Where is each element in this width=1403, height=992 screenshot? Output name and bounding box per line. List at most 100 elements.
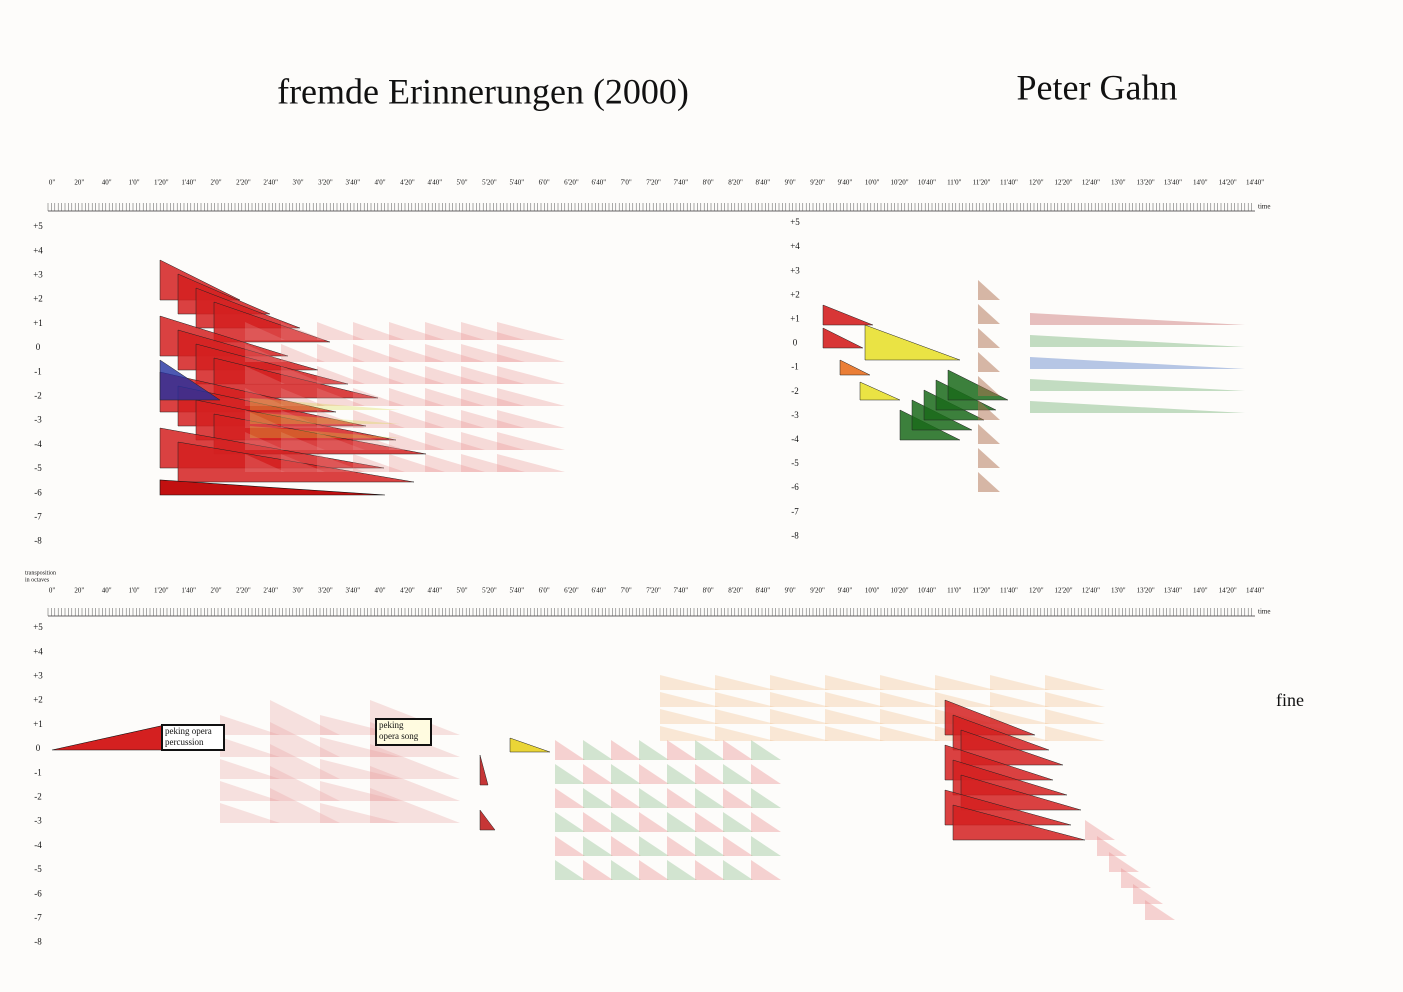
sound-envelope [770,709,830,724]
sound-envelope [555,764,585,784]
sound-envelope [250,398,400,410]
time-label: 11'0" [947,179,962,187]
sound-envelope [177,441,415,483]
sound-envelope [320,781,400,801]
sound-envelope [317,432,365,450]
time-unit: time [1258,608,1270,616]
sound-envelope [611,788,641,808]
sound-envelope [1030,335,1245,347]
octave-label: +3 [790,265,800,275]
octave-label: +2 [33,695,43,705]
time-label: 40" [102,587,112,595]
time-label: 5'0" [457,179,468,187]
sound-envelope [935,675,995,690]
sound-envelope [317,410,365,428]
time-label: 6'20" [564,587,579,595]
sound-envelope [990,709,1050,724]
sound-envelope [667,812,697,832]
sound-envelope [695,740,725,760]
octave-label: +5 [33,221,43,231]
time-label: 8'0" [703,587,714,595]
sound-envelope [270,722,340,757]
time-label: 9'40" [838,587,853,595]
sound-envelope [353,388,405,406]
octave-label: -4 [791,434,799,444]
sound-envelope [695,860,725,880]
time-label: 14'20" [1219,179,1237,187]
sound-envelope [723,764,753,784]
sound-envelope [213,301,331,343]
sound-envelope [479,754,489,786]
sound-envelope [695,812,725,832]
octave-label: -3 [34,816,42,826]
sound-envelope [723,836,753,856]
sound-envelope [245,366,285,384]
sound-envelope [1045,709,1105,724]
octave-label: +1 [790,313,800,323]
sound-envelope [461,322,525,340]
time-label: 12'20" [1055,179,1073,187]
time-label: 4'0" [375,179,386,187]
time-label: 12'0" [1029,179,1044,187]
time-label: 10'0" [865,587,880,595]
sound-envelope [245,410,285,428]
time-label: 2'20" [236,179,251,187]
time-label: 11'20" [973,179,991,187]
time-label: 13'40" [1164,179,1182,187]
sound-envelope [281,454,325,472]
sound-envelope [639,764,669,784]
sound-envelope [639,836,669,856]
sound-envelope [723,788,753,808]
time-label: 6'0" [539,179,550,187]
sound-envelope [425,432,485,450]
octave-label: -4 [34,439,42,449]
sound-envelope [822,327,864,349]
sound-envelope [978,328,1000,348]
time-label: 1'40" [181,587,196,595]
octave-label: +4 [790,241,800,251]
sound-envelope [270,766,340,801]
time-label: 4'40" [427,179,442,187]
sound-envelope [317,322,365,340]
sound-envelope [245,454,285,472]
time-label: 5'0" [457,587,468,595]
sound-envelope [990,692,1050,707]
sound-envelope [825,726,885,741]
sound-envelope [250,412,400,424]
time-label: 4'20" [400,179,415,187]
sound-envelope [695,836,725,856]
sound-envelope [281,322,325,340]
octave-label: 0 [36,342,41,352]
time-label: 8'40" [756,179,771,187]
sound-envelope [479,809,496,831]
sound-envelope [660,692,720,707]
sound-envelope [220,715,280,735]
octave-label: -7 [34,912,42,922]
sound-envelope [1030,379,1245,391]
octave-label: -1 [791,362,799,372]
octave-label: +2 [33,294,43,304]
time-label: 11'40" [1000,587,1018,595]
octave-label: +5 [790,217,800,227]
sound-envelope [1121,868,1151,888]
time-label: 2'0" [210,179,221,187]
sound-envelope [751,812,781,832]
sound-envelope [822,304,874,326]
time-label: 6'40" [592,587,607,595]
sound-envelope [1045,692,1105,707]
sound-envelope [555,860,585,880]
sound-envelope [611,860,641,880]
label-box [161,724,225,751]
octave-label: -1 [34,767,42,777]
sound-envelope [723,860,753,880]
time-label: 40" [102,179,112,187]
sound-envelope [880,726,940,741]
octave-label: -6 [791,482,799,492]
octave-label: -4 [34,840,42,850]
sound-envelope [660,675,720,690]
sound-envelope [880,692,940,707]
time-label: 7'0" [621,179,632,187]
octave-label: +1 [33,318,43,328]
axis-caption: transposition [25,570,56,576]
